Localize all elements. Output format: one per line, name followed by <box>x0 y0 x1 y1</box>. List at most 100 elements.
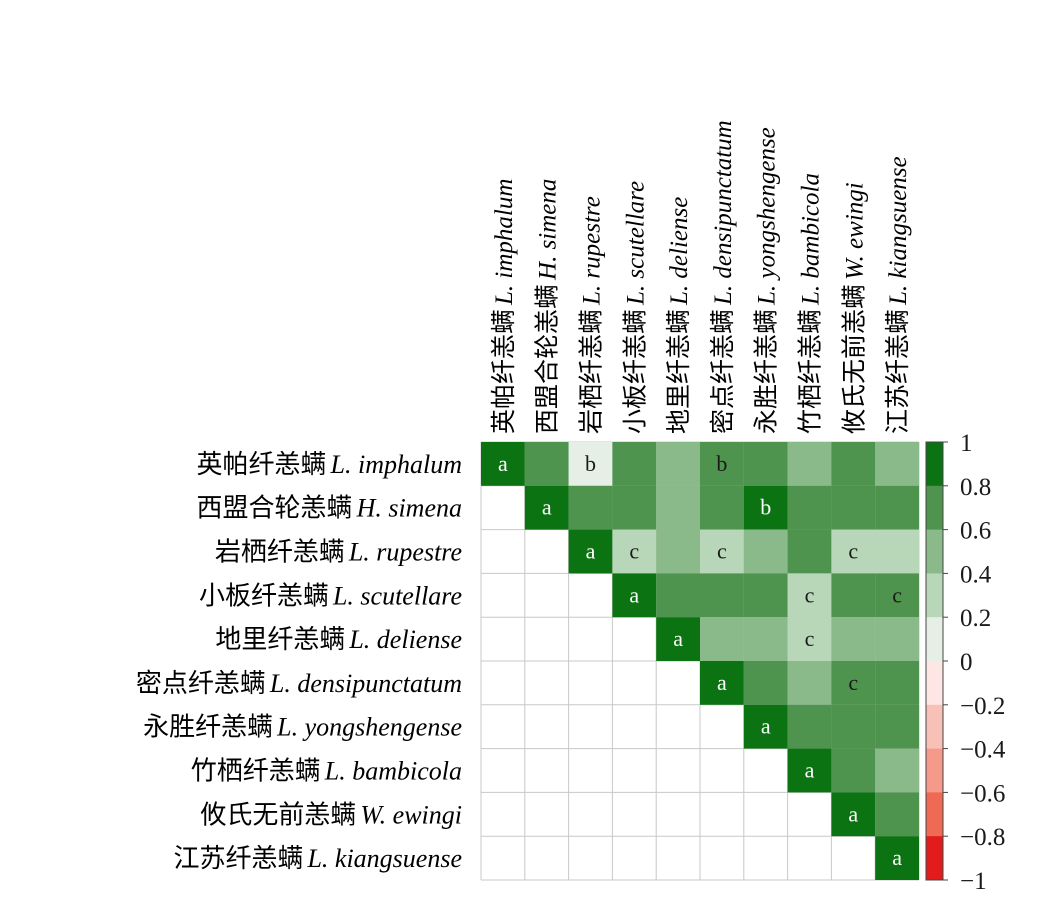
heatmap-cell-5-1 <box>524 661 569 705</box>
colorbar-tick-label-8: −0.6 <box>960 780 1005 807</box>
significance-letter-2-8: c <box>848 539 858 564</box>
heatmap-cell-fill-7-7 <box>787 748 832 793</box>
colorbar-segment-3 <box>926 573 943 618</box>
heatmap-cell-9-2 <box>568 836 613 880</box>
heatmap-cell-fill-4-9 <box>875 617 919 661</box>
heatmap-cell-7-4 <box>656 748 700 793</box>
colorbar-segment-4 <box>926 617 943 662</box>
heatmap-cell-6-0 <box>481 704 525 749</box>
heatmap-cell-9-7 <box>787 836 832 880</box>
significance-letter-5-8: c <box>848 670 858 695</box>
column-label-2: 岩栖纤恙螨L. rupestre <box>577 196 606 434</box>
colorbar-tick-label-9: −0.8 <box>960 824 1005 851</box>
heatmap-cell-9-4 <box>656 836 700 880</box>
heatmap-cell-fill-6-7 <box>787 704 832 749</box>
significance-letter-2-3: c <box>629 539 639 564</box>
row-label-1: 西盟合轮恙螨 H. simena <box>197 494 462 524</box>
colorbar-segment-6 <box>926 704 943 750</box>
heatmap-cell-fill-1-1 <box>524 485 569 530</box>
heatmap-cell-8-5 <box>700 792 744 837</box>
heatmap-cell-fill-8-9 <box>875 792 919 837</box>
significance-letter-0-0: a <box>498 451 508 476</box>
colorbar-tick-label-3: 0.4 <box>960 561 992 588</box>
heatmap-cell-9-3 <box>612 836 657 880</box>
significance-letter-2-5: c <box>717 539 727 564</box>
significance-letter-7-7: a <box>805 758 815 783</box>
heatmap-cell-8-6 <box>743 792 788 837</box>
heatmap-cell-fill-0-0 <box>481 442 525 486</box>
heatmap-cell-9-0 <box>481 836 525 880</box>
heatmap-cell-fill-3-8 <box>831 573 876 618</box>
heatmap-cell-4-0 <box>481 617 525 661</box>
column-label-4: 地里纤恙螨L. deliense <box>664 197 693 434</box>
heatmap-cell-fill-1-7 <box>787 485 832 530</box>
heatmap-cell-8-4 <box>656 792 700 837</box>
significance-letter-4-7: c <box>805 626 815 651</box>
heatmap-cell-fill-5-7 <box>787 661 832 705</box>
heatmap-cell-5-4 <box>656 661 700 705</box>
significance-letter-1-6: b <box>760 495 771 520</box>
heatmap-cell-fill-4-8 <box>831 617 876 661</box>
heatmap-cell-fill-5-6 <box>743 661 788 705</box>
heatmap-grid <box>480 441 920 881</box>
column-label-9: 江苏纤恙螨L. kiangsuense <box>883 156 912 434</box>
heatmap-cell-fill-0-7 <box>787 442 832 486</box>
heatmap-cell-5-2 <box>568 661 613 705</box>
heatmap-cell-9-8 <box>831 836 876 880</box>
heatmap-cell-9-5 <box>700 836 744 880</box>
colorbar-tick-label-2: 0.6 <box>960 518 991 545</box>
column-label-8: 攸氏无前恙螨W. ewingi <box>839 182 868 434</box>
heatmap-cell-fill-5-9 <box>875 661 919 705</box>
heatmap-cell-fill-3-6 <box>743 573 788 618</box>
heatmap-cell-fill-7-8 <box>831 748 876 793</box>
heatmap-cell-7-6 <box>743 748 788 793</box>
heatmap-cell-8-2 <box>568 792 613 837</box>
row-label-4: 地里纤恙螨 L. deliense <box>215 625 462 655</box>
heatmap-cell-fill-3-4 <box>656 573 700 618</box>
heatmap-cell-fill-0-3 <box>612 442 657 486</box>
column-labels: 英帕纤恙螨L. imphalum 西盟合轮恙螨H. simena 岩栖纤恙螨L. r… <box>489 120 912 434</box>
heatmap-cell-fill-4-7 <box>787 617 832 661</box>
heatmap-cell-fill-2-7 <box>787 529 832 574</box>
heatmap-cell-7-2 <box>568 748 613 793</box>
significance-letter-2-2: a <box>586 539 596 564</box>
heatmap-cell-9-6 <box>743 836 788 880</box>
significance-letter-8-8: a <box>848 801 858 826</box>
column-label-1: 西盟合轮恙螨H. simena <box>533 179 562 434</box>
heatmap-cell-fill-0-9 <box>875 442 919 486</box>
heatmap-cell-5-0 <box>481 661 525 705</box>
heatmap-cell-fill-2-6 <box>743 529 788 574</box>
heatmap-cell-1-0 <box>481 485 525 530</box>
heatmap-cell-fill-6-8 <box>831 704 876 749</box>
heatmap-cell-4-3 <box>612 617 657 661</box>
significance-letter-1-1: a <box>542 495 552 520</box>
heatmap-cell-3-0 <box>481 573 525 618</box>
heatmap-cell-7-0 <box>481 748 525 793</box>
column-label-6: 永胜纤恙螨L. yongshengense <box>752 127 781 434</box>
row-label-2: 岩栖纤恙螨 L. rupestre <box>215 538 462 568</box>
colorbar-segment-9 <box>926 836 943 881</box>
column-label-0: 英帕纤恙螨L. imphalum <box>489 179 518 434</box>
colorbar-segment-0 <box>926 442 943 487</box>
significance-letter-4-4: a <box>673 626 683 651</box>
colorbar-segment-5 <box>926 661 943 706</box>
heatmap-cell-9-1 <box>524 836 569 880</box>
row-label-7: 竹栖纤恙螨 L. bambicola <box>191 757 462 787</box>
heatmap-cell-8-1 <box>524 792 569 837</box>
heatmap-cell-fill-3-7 <box>787 573 832 618</box>
heatmap-cell-2-0 <box>481 529 525 574</box>
significance-letter-3-3: a <box>629 582 639 607</box>
heatmap-cell-8-0 <box>481 792 525 837</box>
significance-letter-5-5: a <box>717 670 727 695</box>
heatmap-cell-8-7 <box>787 792 832 837</box>
colorbar-tick-label-0: 1 <box>960 430 973 457</box>
heatmap-cell-fill-2-8 <box>831 529 876 574</box>
heatmap-cell-fill-1-5 <box>700 485 744 530</box>
heatmap-cell-6-4 <box>656 704 700 749</box>
significance-letter-3-7: c <box>805 582 815 607</box>
heatmap-cell-6-5 <box>700 704 744 749</box>
heatmap-cell-8-3 <box>612 792 657 837</box>
heatmap-cell-fill-4-4 <box>656 617 700 661</box>
heatmap-cell-fill-1-2 <box>568 485 613 530</box>
